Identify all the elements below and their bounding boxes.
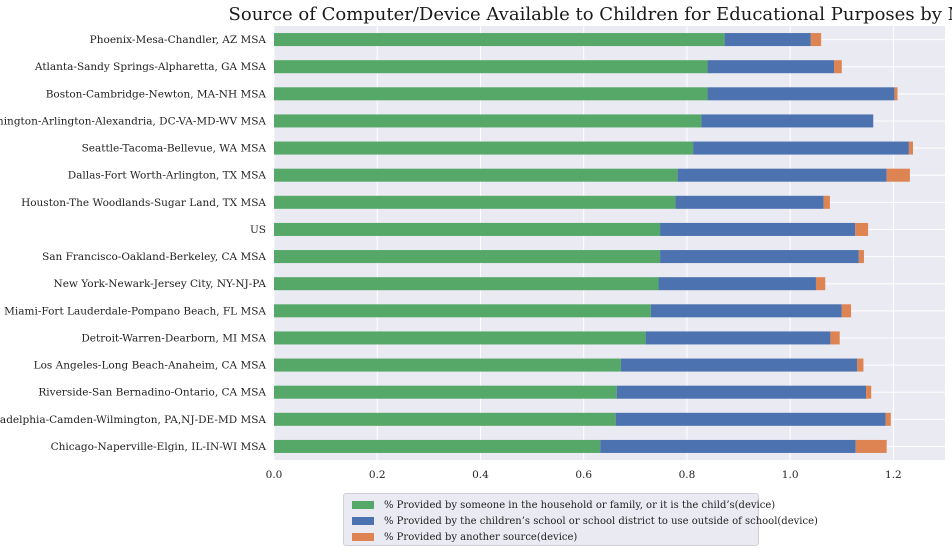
bar-segment-series-2 (830, 331, 840, 345)
bar-segment-series-1 (677, 168, 887, 182)
category-label: Chicago-Naperville-Elgin, IL-IN-WI MSA (51, 441, 267, 453)
chart-legend: % Provided by someone in the household o… (343, 493, 818, 546)
bar-segment-series-2 (908, 141, 913, 155)
bar-segment-series-1 (724, 33, 811, 47)
bar-segment-series-2 (858, 250, 864, 264)
legend-label-household: % Provided by someone in the household o… (384, 499, 776, 511)
category-label: Philadelphia-Camden-Wilmington, PA,NJ-DE… (0, 414, 266, 426)
bar-segment-series-1 (693, 141, 909, 155)
bar-segment-series-2 (810, 33, 822, 47)
bar-segment-series-0 (274, 412, 616, 426)
bar-segment-series-0 (274, 33, 725, 47)
category-label: US (250, 224, 266, 236)
category-label: Dallas-Fort Worth-Arlington, TX MSA (68, 170, 267, 182)
x-tick-label: 0.8 (679, 469, 696, 481)
legend-swatch-other (352, 533, 374, 541)
bar-segment-series-1 (600, 439, 856, 453)
bar-segment-series-1 (660, 250, 859, 264)
bar-segment-series-1 (675, 195, 824, 209)
bar-segment-series-0 (274, 331, 646, 345)
bar-segment-series-0 (274, 222, 661, 236)
x-tick-label: 0.0 (266, 469, 283, 481)
plot-area: 0.0 0.2 0.4 0.6 0.8 1.0 1.2 Phoenix-Mesa-Chandl… (0, 26, 945, 481)
bar-segment-series-0 (274, 195, 676, 209)
bar-segment-series-0 (274, 277, 659, 291)
bar-segment-series-1 (707, 60, 835, 74)
x-tick-label: 0.6 (575, 469, 592, 481)
bar-segment-series-0 (274, 439, 601, 453)
bar-segment-series-2 (857, 358, 864, 372)
category-label: Phoenix-Mesa-Chandler, AZ MSA (90, 34, 267, 46)
legend-swatch-household (352, 501, 374, 509)
bar-segment-series-1 (645, 331, 831, 345)
bar-segment-series-1 (650, 304, 842, 318)
legend-item-other: % Provided by another source(device) (352, 529, 758, 545)
bar-segment-series-1 (701, 114, 874, 128)
bar-segment-series-0 (274, 385, 617, 399)
bar-segment-series-0 (274, 141, 694, 155)
bar-segment-series-2 (894, 87, 898, 101)
x-tick-label: 1.2 (885, 469, 902, 481)
category-label: San Francisco-Oakland-Berkeley, CA MSA (42, 251, 266, 263)
bar-segment-series-0 (274, 304, 651, 318)
bar-segment-series-1 (615, 412, 886, 426)
bar-segment-series-2 (815, 277, 826, 291)
bar-segment-series-1 (620, 358, 858, 372)
category-label: Seattle-Tacoma-Bellevue, WA MSA (82, 143, 267, 155)
x-tick-label: 1.0 (782, 469, 799, 481)
legend-label-other: % Provided by another source(device) (384, 531, 578, 543)
category-label: Detroit-Warren-Dearborn, MI MSA (81, 332, 266, 344)
bar-segment-series-0 (274, 114, 702, 128)
legend-item-household: % Provided by someone in the household o… (352, 497, 775, 513)
x-tick-label: 0.4 (472, 469, 489, 481)
legend-swatch-school (352, 517, 374, 525)
bar-segment-series-1 (658, 277, 816, 291)
category-label: Riverside-San Bernadino-Ontario, CA MSA (38, 387, 266, 399)
category-label: Boston-Cambridge-Newton, MA-NH MSA (46, 88, 267, 100)
bar-segment-series-0 (274, 60, 708, 74)
category-label: Atlanta-Sandy Springs-Alpharetta, GA MSA (34, 61, 266, 73)
category-label: Washington-Arlington-Alexandria, DC-VA-M… (0, 115, 266, 127)
bar-segment-series-1 (660, 222, 856, 236)
bar-segment-series-2 (823, 195, 830, 209)
bar-segment-series-2 (855, 222, 869, 236)
legend-label-school: % Provided by the children’s school or s… (384, 515, 818, 527)
bar-segment-series-1 (616, 385, 867, 399)
bar-segment-series-0 (274, 168, 678, 182)
bar-segment-series-2 (841, 304, 852, 318)
bar-segment-series-2 (885, 412, 891, 426)
legend-item-school: % Provided by the children’s school or s… (352, 513, 818, 529)
bar-segment-series-2 (886, 168, 910, 182)
category-label: Houston-The Woodlands-Sugar Land, TX MSA (21, 197, 266, 209)
category-label: New York-Newark-Jersey City, NY-NJ-PA (54, 278, 267, 290)
bar-segment-series-0 (274, 358, 621, 372)
bar-segment-series-2 (834, 60, 842, 74)
bar-segment-series-1 (707, 87, 895, 101)
chart-title: Source of Computer/Device Available to C… (229, 4, 952, 25)
bar-segment-series-0 (274, 87, 708, 101)
category-label: Miami-Fort Lauderdale-Pompano Beach, FL … (4, 305, 266, 317)
bar-segment-series-2 (866, 385, 872, 399)
bar-segment-series-0 (274, 250, 661, 264)
x-tick-label: 0.2 (369, 469, 386, 481)
category-label: Los Angeles-Long Beach-Anaheim, CA MSA (34, 360, 267, 372)
bar-segment-series-2 (855, 439, 887, 453)
